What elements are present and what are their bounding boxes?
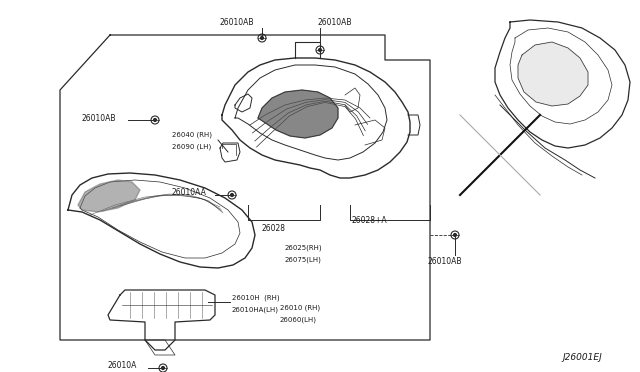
Text: 26060(LH): 26060(LH) (280, 317, 317, 323)
Text: 26010H  (RH): 26010H (RH) (232, 295, 280, 301)
Text: 26010AA: 26010AA (172, 187, 207, 196)
Polygon shape (258, 90, 338, 138)
Text: 26090 (LH): 26090 (LH) (172, 144, 211, 150)
Text: 26010AB: 26010AB (82, 113, 116, 122)
Text: 26010A: 26010A (108, 360, 138, 369)
Circle shape (230, 193, 234, 196)
Text: 26010AB: 26010AB (428, 257, 463, 266)
Circle shape (260, 36, 264, 39)
Circle shape (161, 366, 164, 369)
Text: J26001EJ: J26001EJ (562, 353, 602, 362)
Text: 26075(LH): 26075(LH) (285, 257, 322, 263)
Text: 26010AB: 26010AB (318, 17, 353, 26)
Text: 26010AB: 26010AB (220, 17, 255, 26)
Text: 26040 (RH): 26040 (RH) (172, 132, 212, 138)
Circle shape (319, 49, 321, 51)
Circle shape (454, 234, 456, 236)
Text: 26010HA(LH): 26010HA(LH) (232, 307, 279, 313)
Text: 26028: 26028 (262, 224, 286, 232)
Text: 26025(RH): 26025(RH) (285, 245, 323, 251)
Text: 26010 (RH): 26010 (RH) (280, 305, 320, 311)
Polygon shape (78, 180, 140, 212)
Polygon shape (518, 42, 588, 106)
Circle shape (154, 119, 156, 121)
Text: 26028+A: 26028+A (352, 215, 388, 224)
